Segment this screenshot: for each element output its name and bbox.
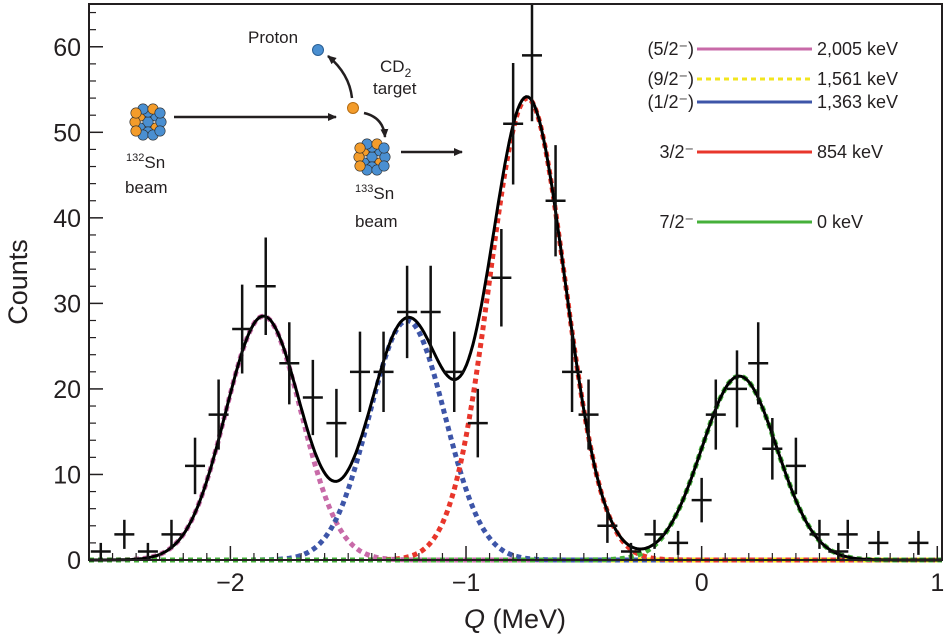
data-point xyxy=(279,322,300,405)
data-point xyxy=(255,237,276,336)
target-word: target xyxy=(373,79,417,98)
proton-label: Proton xyxy=(248,28,298,47)
y-tick-label: 0 xyxy=(67,547,81,575)
legend-entry: (9/2⁻) 1,561 keV xyxy=(647,69,898,89)
y-tick-label: 20 xyxy=(53,376,81,404)
data-point xyxy=(828,542,849,560)
nucleon xyxy=(378,160,390,172)
data-point xyxy=(809,519,830,549)
data-point xyxy=(521,4,542,122)
x-axis-label: Q (MeV) xyxy=(464,604,566,634)
data-point xyxy=(90,542,111,560)
data-point xyxy=(161,519,182,549)
nucleon xyxy=(130,107,142,119)
total-fit-curve xyxy=(89,95,942,562)
data-point xyxy=(232,284,253,374)
data-point xyxy=(597,508,618,543)
data-point xyxy=(420,265,441,359)
plot-frame xyxy=(88,3,943,561)
legend-entry: 3/2⁻ 854 keV xyxy=(659,142,883,162)
legend-energy-label: 1,561 keV xyxy=(817,69,898,89)
data-point xyxy=(208,379,229,450)
data-point xyxy=(185,437,206,495)
legend: (5/2⁻) 2,005 keV (9/2⁻) 1,561 keV (1/2⁻) 1,36… xyxy=(647,39,898,232)
data-point xyxy=(114,519,135,549)
data-point xyxy=(397,265,418,359)
data-point xyxy=(908,530,929,555)
legend-entry: (5/2⁻) 2,005 keV xyxy=(647,39,898,59)
nucleon xyxy=(378,142,390,154)
capture-arrow xyxy=(363,111,389,138)
legend-level-label: 7/2⁻ xyxy=(659,212,694,232)
nucleon xyxy=(154,125,166,137)
x-tick-label: −1 xyxy=(452,569,481,597)
legend-level-label: (1/2⁻) xyxy=(647,92,694,112)
legend-entry: 7/2⁻ 0 keV xyxy=(659,212,863,232)
y-tick-label: 30 xyxy=(53,290,81,318)
data-point xyxy=(748,322,769,405)
data-point xyxy=(373,331,394,413)
measured-points xyxy=(90,4,929,560)
sn132-nucleus-icon xyxy=(129,103,167,141)
legend-level-label: (9/2⁻) xyxy=(647,69,694,89)
fit-component-curve xyxy=(89,95,942,563)
legend-energy-label: 0 keV xyxy=(817,212,863,232)
data-point xyxy=(326,388,347,458)
data-point xyxy=(668,530,689,555)
fit-component-curve xyxy=(89,313,942,563)
deuteron-icon xyxy=(347,102,359,114)
data-point xyxy=(349,331,370,413)
x-tick-label: 0 xyxy=(695,569,709,597)
y-tick-label: 60 xyxy=(53,34,81,62)
x-tick-label: −2 xyxy=(216,569,245,597)
sn133-nucleus-icon xyxy=(353,138,391,176)
beam-in-label: 132Sn xyxy=(126,152,165,172)
data-point xyxy=(467,388,488,458)
data-point xyxy=(302,359,323,436)
beam-out-label: 133Sn xyxy=(355,183,394,203)
data-point xyxy=(785,437,806,495)
data-point xyxy=(705,379,726,450)
y-tick-label: 40 xyxy=(53,205,81,233)
data-point xyxy=(137,542,158,560)
legend-energy-label: 2,005 keV xyxy=(817,39,898,59)
data-point xyxy=(562,331,583,413)
legend-level-label: 3/2⁻ xyxy=(659,142,694,162)
data-point xyxy=(837,519,858,549)
data-point xyxy=(691,477,712,523)
nucleon xyxy=(354,142,366,154)
data-point xyxy=(726,350,747,428)
proton-icon xyxy=(312,44,324,56)
reaction-schematic: Proton CD2 target 132Sn beam 133Sn beam xyxy=(125,28,463,231)
fit-curves xyxy=(89,95,942,563)
x-tick-label: 1 xyxy=(930,569,944,597)
data-point xyxy=(578,379,599,450)
y-axis-label: Counts xyxy=(3,239,33,325)
data-point xyxy=(444,331,465,413)
proton-arrow xyxy=(327,55,354,99)
legend-entry: (1/2⁻) 1,363 keV xyxy=(647,92,898,112)
data-point xyxy=(762,418,783,480)
data-point xyxy=(545,145,566,257)
data-point xyxy=(868,530,889,555)
nucleon xyxy=(354,160,366,172)
legend-energy-label: 854 keV xyxy=(817,142,883,162)
y-tick-label: 50 xyxy=(53,119,81,147)
data-point xyxy=(503,63,524,185)
beam-in-word: beam xyxy=(125,178,168,197)
data-point xyxy=(644,519,665,549)
nucleon xyxy=(130,125,142,137)
legend-level-label: (5/2⁻) xyxy=(647,39,694,59)
target-label: CD2 xyxy=(380,57,412,80)
beam-out-word: beam xyxy=(355,212,398,231)
legend-energy-label: 1,363 keV xyxy=(817,92,898,112)
data-point xyxy=(491,228,512,327)
nucleon xyxy=(154,107,166,119)
y-tick-label: 10 xyxy=(53,461,81,489)
